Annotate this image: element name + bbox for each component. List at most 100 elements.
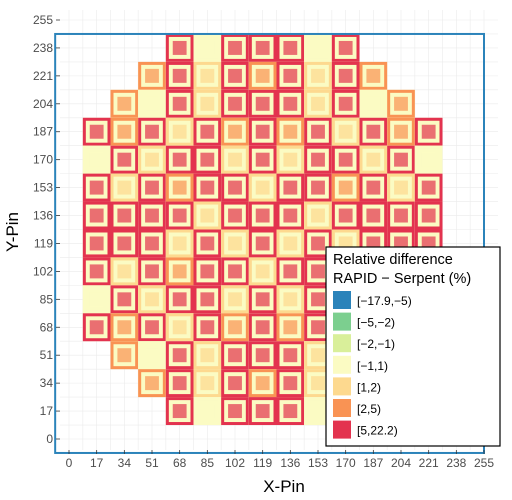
- assembly-border: [82, 285, 111, 314]
- legend-title-line-2: RAPID − Serpent (%): [333, 271, 471, 287]
- assembly-border: [387, 89, 415, 118]
- assembly-core: [172, 152, 187, 167]
- assembly-core: [394, 96, 408, 111]
- assembly-border: [82, 117, 111, 146]
- y-axis-ticks: 0 17 34 51 68 85 102 119 136 153 170 187 204 221 238 25…: [33, 13, 60, 446]
- assembly-core: [200, 208, 215, 223]
- assembly-core: [283, 180, 298, 195]
- assembly-border: [82, 173, 111, 202]
- assembly-border: [221, 117, 249, 146]
- assembly-border: [193, 369, 222, 398]
- y-tick-label: 34: [40, 376, 54, 390]
- assembly-core: [228, 292, 242, 307]
- assembly-border: [138, 341, 166, 370]
- assembly-core: [311, 348, 325, 363]
- assembly-core: [255, 404, 270, 419]
- assembly-border: [82, 229, 111, 258]
- assembly-core: [311, 208, 325, 223]
- assembly-core: [311, 96, 325, 111]
- y-tick-label: 136: [33, 209, 53, 223]
- assembly-core: [172, 348, 187, 363]
- assembly-border: [165, 173, 194, 202]
- y-tick-label: 153: [33, 181, 53, 195]
- assembly-border: [110, 285, 139, 314]
- x-tick-label: 255: [474, 456, 494, 470]
- assembly-border: [165, 61, 194, 90]
- x-tick-label: 34: [118, 456, 132, 470]
- assembly-core: [145, 264, 159, 279]
- assembly-core: [89, 152, 104, 167]
- assembly-core: [117, 264, 132, 279]
- assembly-core: [283, 96, 298, 111]
- assembly-border: [276, 341, 305, 370]
- assembly-core: [255, 320, 270, 335]
- assembly-border: [110, 201, 139, 230]
- assembly-border: [110, 313, 139, 342]
- assembly-core: [311, 180, 325, 195]
- assembly-core: [283, 40, 298, 55]
- assembly-border: [304, 145, 332, 174]
- y-tick-label: 102: [33, 264, 53, 278]
- assembly-border: [414, 145, 443, 174]
- assembly-core: [172, 376, 187, 391]
- assembly-border: [276, 61, 305, 90]
- assembly-border: [248, 369, 277, 398]
- assembly-core: [311, 124, 325, 139]
- assembly-core: [200, 40, 215, 55]
- assembly-core: [311, 376, 325, 391]
- assembly-core: [311, 264, 325, 279]
- assembly-border: [221, 341, 249, 370]
- assembly-core: [172, 320, 187, 335]
- assembly-border: [304, 89, 332, 118]
- assembly-core: [255, 348, 270, 363]
- assembly-core: [255, 40, 270, 55]
- assembly-core: [283, 404, 298, 419]
- x-tick-label: 102: [225, 456, 245, 470]
- assembly-border: [304, 33, 332, 62]
- assembly-core: [255, 292, 270, 307]
- assembly-core: [228, 264, 242, 279]
- assembly-border: [193, 285, 222, 314]
- assembly-border: [248, 89, 277, 118]
- legend-swatch: [333, 291, 351, 309]
- legend-entry-label: [−1,1): [357, 359, 388, 373]
- assembly-core: [228, 96, 242, 111]
- assembly-core: [145, 152, 159, 167]
- assembly-core: [117, 180, 132, 195]
- legend-swatch: [333, 377, 351, 396]
- assembly-border: [248, 61, 277, 90]
- assembly-core: [117, 236, 132, 251]
- assembly-core: [89, 124, 104, 139]
- assembly-core: [145, 376, 159, 391]
- x-tick-label: 136: [280, 456, 300, 470]
- legend-entry-label: [2,5): [357, 402, 381, 416]
- assembly-border: [387, 117, 415, 146]
- assembly-border: [221, 313, 249, 342]
- assembly-core: [338, 40, 353, 55]
- assembly-border: [110, 89, 139, 118]
- assembly-border: [82, 313, 111, 342]
- assembly-core: [366, 208, 381, 223]
- y-tick-label: 221: [33, 69, 53, 83]
- assembly-core: [89, 320, 104, 335]
- assembly-core: [89, 180, 104, 195]
- assembly-core: [145, 208, 159, 223]
- assembly-border: [221, 229, 249, 258]
- assembly-core: [255, 376, 270, 391]
- assembly-border: [387, 201, 415, 230]
- assembly-border: [165, 117, 194, 146]
- assembly-core: [283, 68, 298, 83]
- assembly-core: [200, 348, 215, 363]
- assembly-border: [193, 313, 222, 342]
- x-tick-label: 17: [90, 456, 104, 470]
- assembly-border: [221, 145, 249, 174]
- assembly-core: [283, 152, 298, 167]
- assembly-core: [200, 404, 215, 419]
- assembly-border: [82, 145, 111, 174]
- assembly-border: [165, 285, 194, 314]
- assembly-core: [311, 40, 325, 55]
- assembly-border: [248, 173, 277, 202]
- assembly-core: [255, 96, 270, 111]
- assembly-core: [338, 208, 353, 223]
